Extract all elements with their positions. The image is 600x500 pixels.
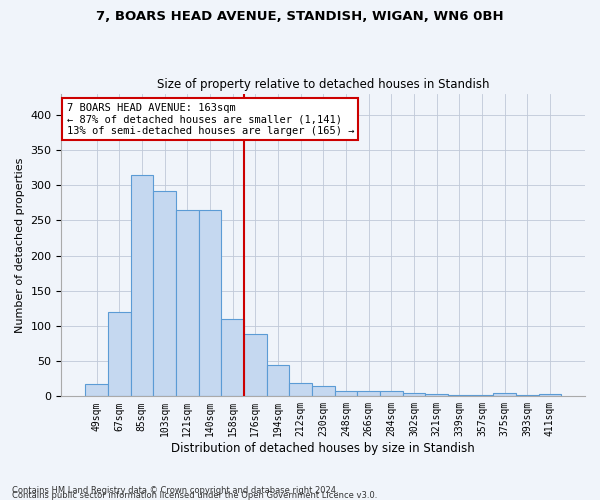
Bar <box>470 395 493 396</box>
Text: Contains HM Land Registry data © Crown copyright and database right 2024.: Contains HM Land Registry data © Crown c… <box>12 486 338 495</box>
Text: 7, BOARS HEAD AVENUE, STANDISH, WIGAN, WN6 0BH: 7, BOARS HEAD AVENUE, STANDISH, WIGAN, W… <box>96 10 504 23</box>
Bar <box>221 319 244 396</box>
Bar <box>244 334 266 396</box>
Bar <box>380 392 403 396</box>
Bar <box>493 393 516 396</box>
Bar <box>448 395 470 396</box>
Bar <box>357 392 380 396</box>
Bar <box>176 210 199 396</box>
Text: Contains public sector information licensed under the Open Government Licence v3: Contains public sector information licen… <box>12 491 377 500</box>
Bar <box>108 312 131 396</box>
X-axis label: Distribution of detached houses by size in Standish: Distribution of detached houses by size … <box>172 442 475 455</box>
Bar <box>153 190 176 396</box>
Bar <box>266 366 289 396</box>
Y-axis label: Number of detached properties: Number of detached properties <box>15 158 25 332</box>
Bar <box>403 393 425 396</box>
Bar <box>312 386 335 396</box>
Bar <box>289 383 312 396</box>
Title: Size of property relative to detached houses in Standish: Size of property relative to detached ho… <box>157 78 490 91</box>
Bar <box>131 174 153 396</box>
Bar <box>335 390 357 396</box>
Text: 7 BOARS HEAD AVENUE: 163sqm
← 87% of detached houses are smaller (1,141)
13% of : 7 BOARS HEAD AVENUE: 163sqm ← 87% of det… <box>67 102 354 136</box>
Bar <box>199 210 221 396</box>
Bar <box>425 394 448 396</box>
Bar <box>539 394 561 396</box>
Bar <box>516 395 539 396</box>
Bar <box>85 384 108 396</box>
